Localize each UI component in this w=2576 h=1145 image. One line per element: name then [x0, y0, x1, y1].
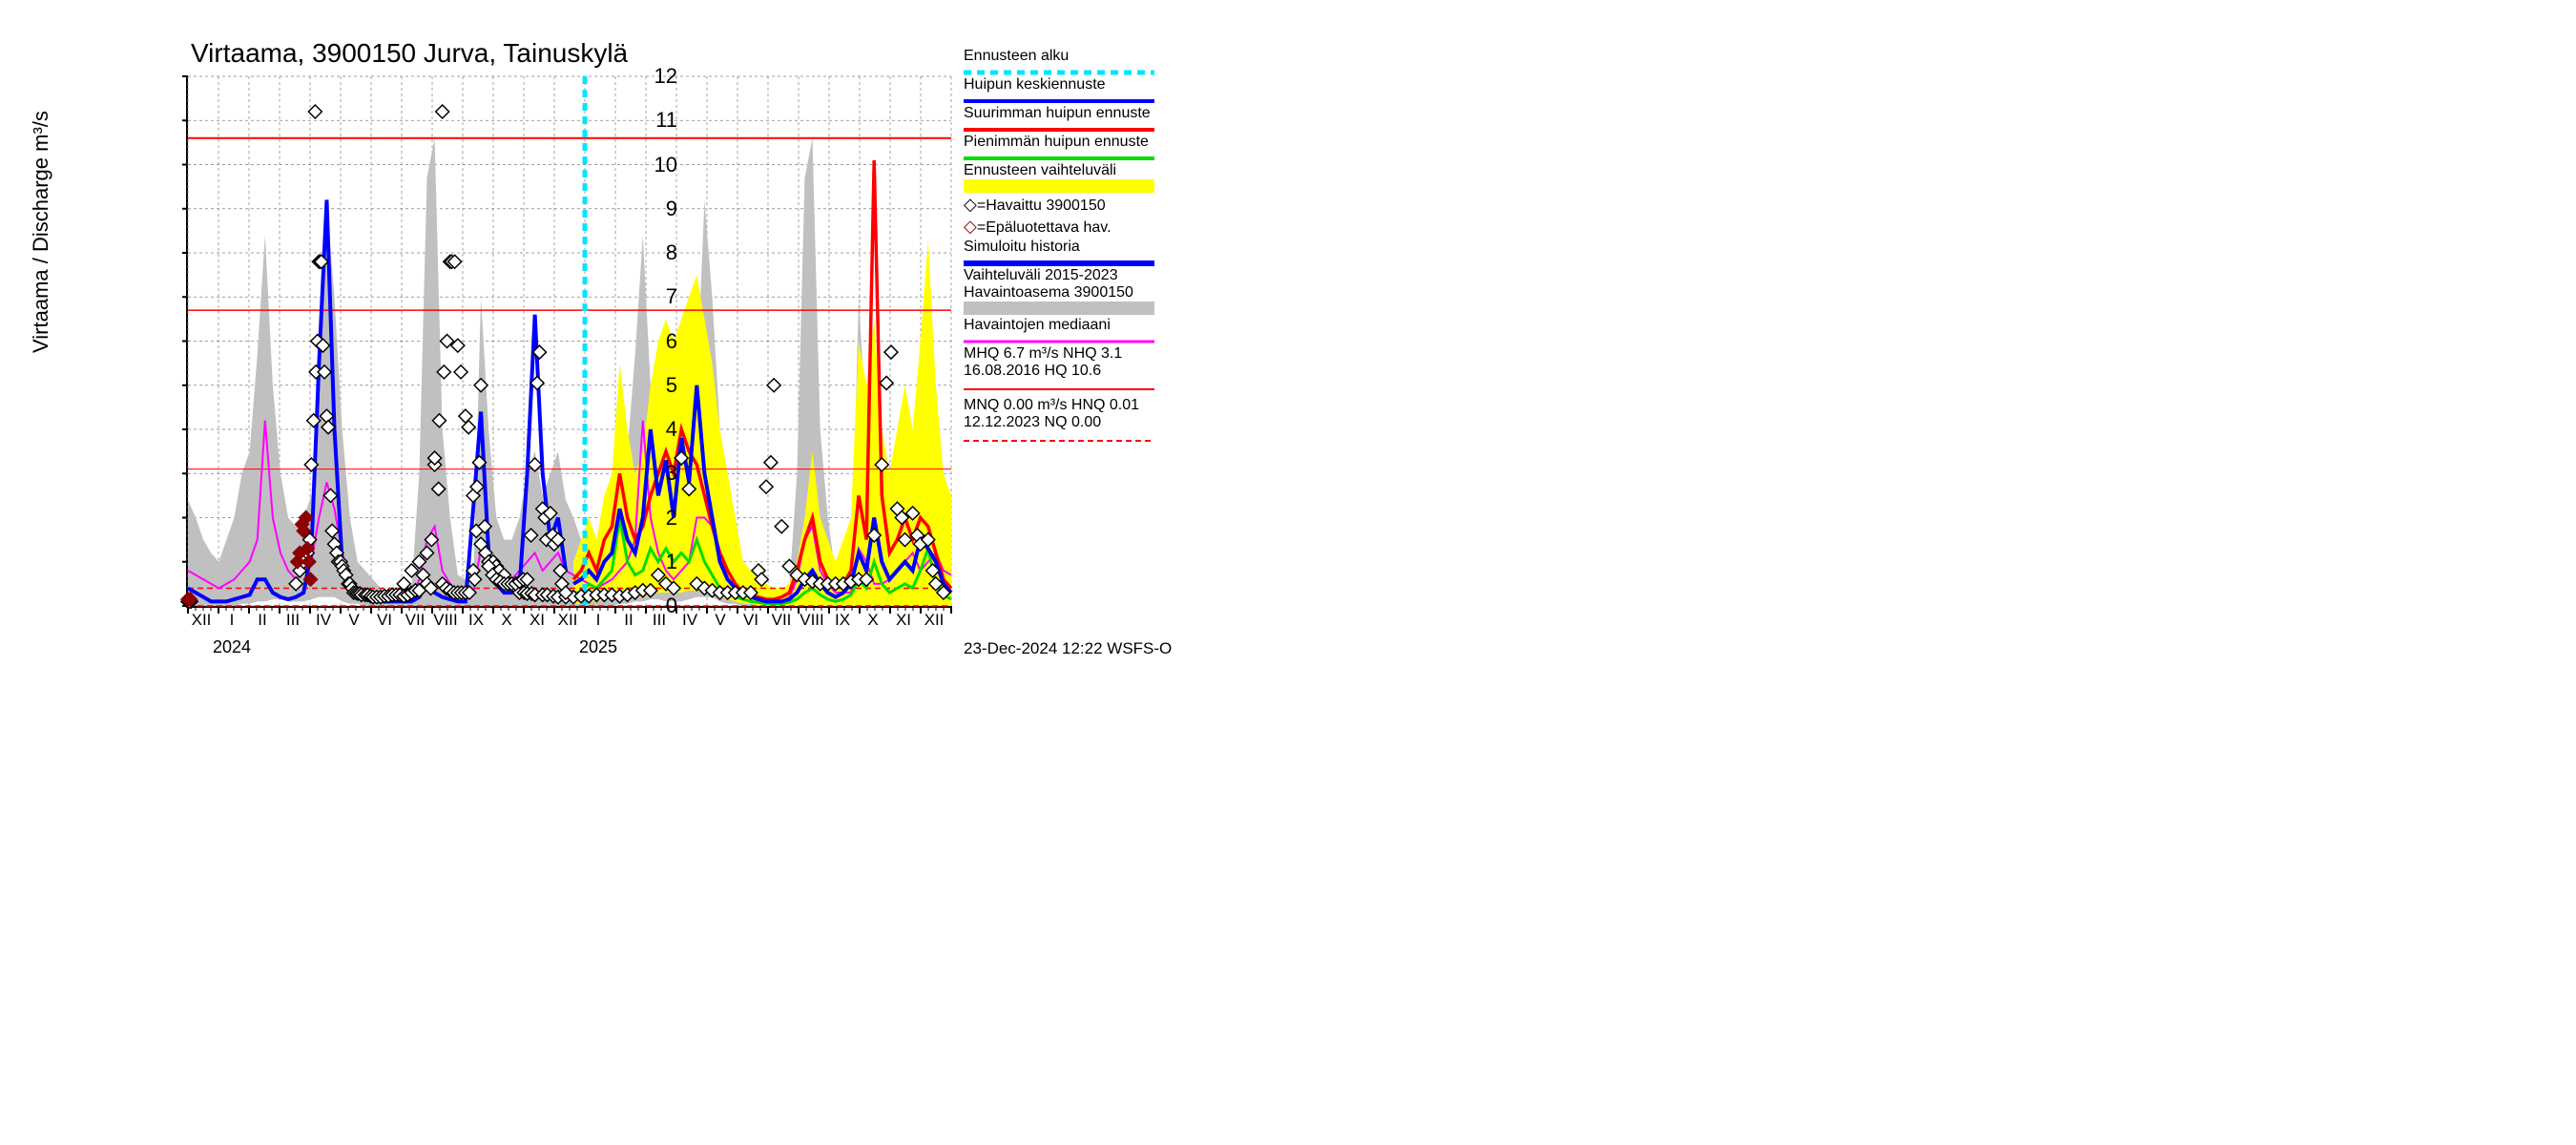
x-tick-month: XI	[896, 611, 911, 630]
y-tick: 3	[666, 461, 677, 486]
plot-area	[186, 76, 951, 608]
legend-item: Ennusteen alku	[964, 48, 1164, 74]
y-tick: 0	[666, 593, 677, 618]
x-tick-month: VII	[405, 611, 426, 630]
x-tick-month: III	[653, 611, 666, 630]
legend-stat: 16.08.2016 HQ 10.6	[964, 363, 1164, 380]
x-year-label: 2024	[213, 637, 251, 657]
y-tick: 1	[666, 550, 677, 574]
legend-item: Huipun keskiennuste	[964, 76, 1164, 103]
x-tick-month: IX	[468, 611, 484, 630]
y-tick: 9	[666, 197, 677, 221]
x-tick-month: V	[715, 611, 725, 630]
x-tick-month: III	[286, 611, 300, 630]
x-tick-month: VIII	[800, 611, 824, 630]
footer-timestamp: 23-Dec-2024 12:22 WSFS-O	[964, 639, 1172, 658]
x-tick-month: XI	[530, 611, 545, 630]
x-tick-month: XII	[924, 611, 945, 630]
y-tick: 5	[666, 373, 677, 398]
x-tick-month: X	[867, 611, 878, 630]
y-tick: 12	[654, 64, 677, 89]
legend-item: Pienimmän huipun ennuste	[964, 134, 1164, 160]
legend-item: Havaintojen mediaani	[964, 317, 1164, 344]
x-tick-month: VII	[772, 611, 792, 630]
y-tick: 11	[655, 108, 677, 133]
x-tick-month: X	[501, 611, 511, 630]
plot-svg	[188, 76, 951, 606]
x-tick-month: IX	[835, 611, 850, 630]
legend-item: Suurimman huipun ennuste	[964, 105, 1164, 132]
x-tick-month: VI	[743, 611, 758, 630]
x-tick-month: VIII	[433, 611, 458, 630]
x-tick-month: XII	[192, 611, 212, 630]
legend-item: ◇=Epäluotettava hav.	[964, 217, 1164, 237]
discharge-forecast-chart: Virtaama, 3900150 Jurva, Tainuskylä Virt…	[19, 19, 1450, 668]
legend-item: ◇=Havaittu 3900150	[964, 195, 1164, 215]
x-tick-month: IV	[316, 611, 331, 630]
x-tick-month: IV	[682, 611, 697, 630]
x-tick-month: V	[348, 611, 359, 630]
legend-stat: 12.12.2023 NQ 0.00	[964, 414, 1164, 431]
y-tick: 2	[666, 506, 677, 531]
y-tick: 4	[666, 417, 677, 442]
x-tick-month: XII	[558, 611, 578, 630]
y-axis-label: Virtaama / Discharge m³/s	[29, 111, 53, 353]
legend-stat: MNQ 0.00 m³/s HNQ 0.01	[964, 397, 1164, 414]
legend-item: Ennusteen vaihteluväli	[964, 162, 1164, 193]
legend-item: Vaihteluväli 2015-2023 Havaintoasema 390…	[964, 267, 1164, 315]
x-year-label: 2025	[579, 637, 617, 657]
y-tick: 6	[666, 329, 677, 354]
x-tick-month: II	[624, 611, 633, 630]
legend: Ennusteen alkuHuipun keskiennusteSuurimm…	[964, 48, 1164, 448]
y-tick: 10	[654, 153, 677, 177]
x-tick-month: VI	[377, 611, 392, 630]
y-tick: 7	[666, 284, 677, 309]
legend-stat: MHQ 6.7 m³/s NHQ 3.1	[964, 345, 1164, 363]
y-tick: 8	[666, 240, 677, 265]
x-tick-month: I	[230, 611, 235, 630]
x-tick-month: I	[596, 611, 601, 630]
x-tick-month: II	[258, 611, 266, 630]
legend-item: Simuloitu historia	[964, 239, 1164, 265]
chart-title: Virtaama, 3900150 Jurva, Tainuskylä	[191, 38, 628, 69]
